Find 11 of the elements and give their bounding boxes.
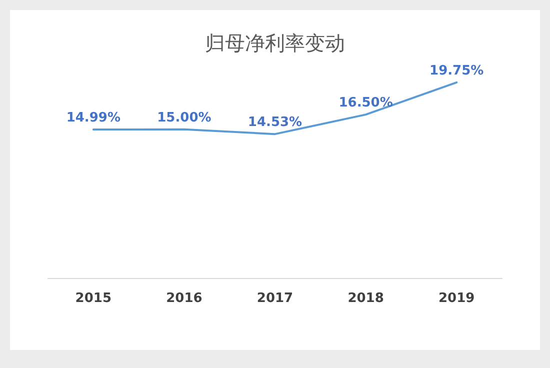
data-label: 14.99%	[66, 110, 120, 126]
x-tick-label: 2015	[75, 291, 112, 306]
x-tick-label: 2019	[438, 291, 475, 306]
data-label: 14.53%	[248, 115, 302, 130]
data-label: 19.75%	[430, 63, 484, 78]
x-tick-label: 2017	[256, 291, 294, 306]
chart-title: 归母净利率变动	[205, 31, 345, 55]
data-label: 16.50%	[338, 96, 393, 111]
data-label: 15.00%	[157, 110, 212, 126]
x-tick-label: 2016	[166, 291, 202, 306]
x-tick-label: 2018	[348, 291, 384, 306]
